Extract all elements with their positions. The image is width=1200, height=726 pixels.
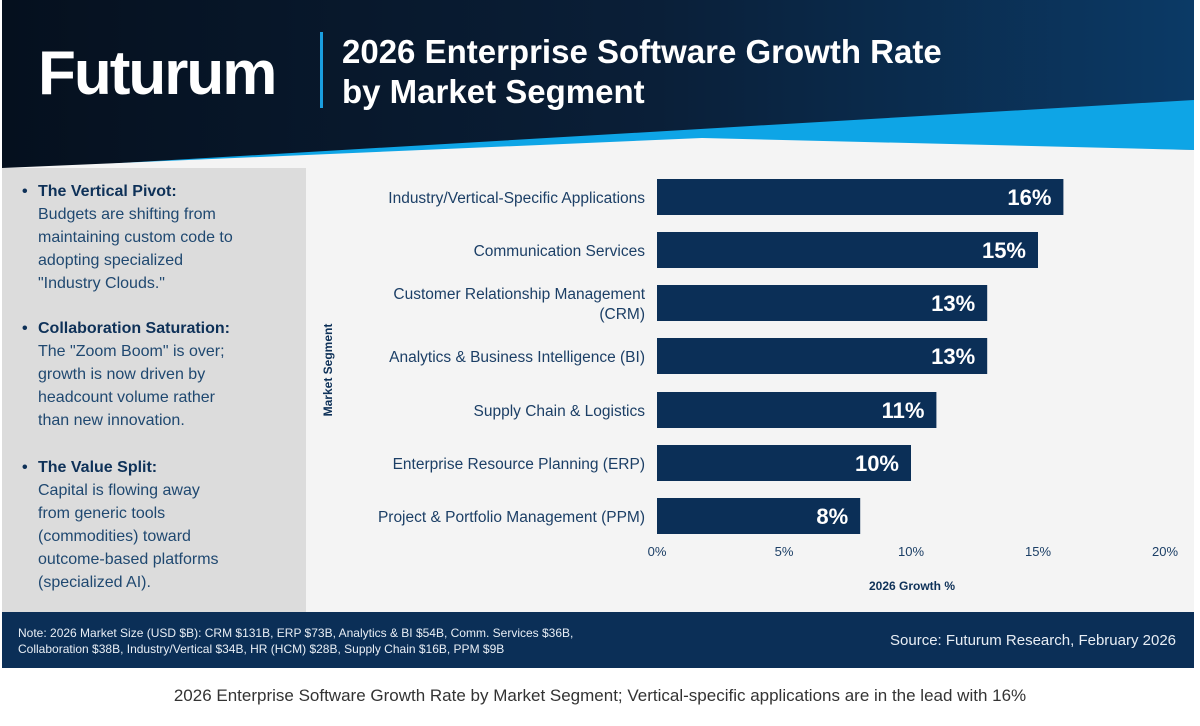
bar [657,392,937,428]
bar [657,179,1064,215]
bar-value-label: 8% [816,504,848,529]
bar [657,232,1038,268]
insight-text-line: from generic tools [38,505,166,522]
insight-text-line: maintaining custom code to [38,229,233,246]
x-tick-label: 20% [1152,544,1178,559]
insight-text-line: "Industry Clouds." [38,275,165,292]
title-divider [320,32,323,108]
bar-value-label: 16% [1007,185,1051,210]
bar-chart: 16% Industry/Vertical-Specific Applicatio… [321,179,1178,593]
bar-value-label: 10% [855,451,899,476]
insight-text-line: headcount volume rather [38,389,215,406]
category-label: Project & Portfolio Management (PPM) [378,509,645,526]
insight-text-line: than new innovation. [38,412,185,429]
bar-value-label: 13% [931,344,975,369]
bar-value-label: 11% [882,398,925,423]
category-label: Enterprise Resource Planning (ERP) [393,456,645,473]
insight-text-line: growth is now driven by [38,366,206,383]
bar-value-label: 13% [931,291,975,316]
x-tick-label: 5% [775,544,794,559]
infographic: Futurum 2026 Enterprise Software Growth … [2,0,1194,668]
bar [657,498,861,534]
market-size-note: Note: 2026 Market Size (USD $B): CRM $13… [18,625,573,657]
insights-panel [2,168,306,612]
image-caption: 2026 Enterprise Software Growth Rate by … [173,686,1027,705]
insight-heading: The Vertical Pivot: [38,180,233,203]
x-tick-label: 0% [648,544,667,559]
insight-text-line: Capital is flowing away [38,482,200,499]
insight-text-line: (specialized AI). [38,574,151,591]
title-line-1: 2026 Enterprise Software Growth Rate [342,33,942,70]
insight-heading: The Value Split: [38,456,219,479]
category-label: Supply Chain & Logistics [474,403,646,420]
insight-text-line: adopting specialized [38,252,183,269]
bar [657,445,911,481]
y-axis-title: Market Segment [321,324,335,417]
bar-value-label: 15% [982,238,1026,263]
page-title: 2026 Enterprise Software Growth Rate by … [342,32,942,112]
x-tick-label: 10% [898,544,924,559]
insight-heading: Collaboration Saturation: [38,317,230,340]
insight-item: The Vertical Pivot: Budgets are shifting … [38,180,233,295]
bar [657,285,988,321]
category-label: Analytics & Business Intelligence (BI) [389,349,645,366]
insight-text-line: The "Zoom Boom" is over; [38,343,225,360]
insight-text-line: (commodities) toward [38,528,191,545]
footer: Note: 2026 Market Size (USD $B): CRM $13… [2,612,1194,668]
category-label: Industry/Vertical-Specific Applications [388,190,645,207]
insight-text-line: outcome-based platforms [38,551,219,568]
futurum-logo: Futurum [38,39,277,108]
category-label: Customer Relationship Management [393,286,645,303]
insight-item: The Value Split: Capital is flowing away f… [38,456,219,594]
note-line-2: Collaboration $38B, Industry/Vertical $3… [18,642,505,656]
category-label: Communication Services [474,243,646,260]
x-axis-title: 2026 Growth % [869,579,955,593]
insight-text-line: Budgets are shifting from [38,206,216,223]
category-label: (CRM) [599,306,645,323]
x-tick-label: 15% [1025,544,1051,559]
insight-item: Collaboration Saturation: The "Zoom Boom"… [38,317,230,432]
source-credit: Source: Futurum Research, February 2026 [890,632,1176,649]
note-line-1: Note: 2026 Market Size (USD $B): CRM $13… [18,626,574,640]
title-line-2: by Market Segment [342,73,645,110]
bar [657,338,988,374]
